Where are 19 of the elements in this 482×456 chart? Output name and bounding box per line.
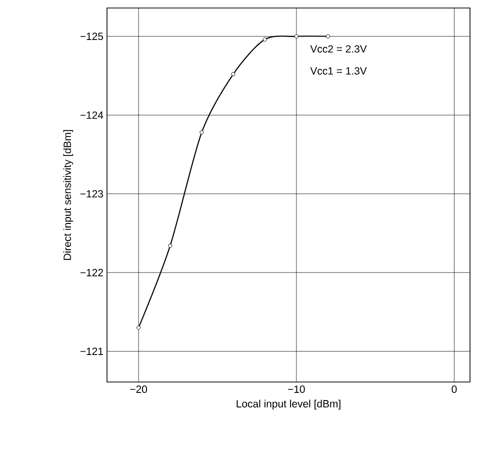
x-tick-label: 0 — [452, 386, 457, 393]
x-axis-title: Local input level [dBm] — [236, 400, 340, 410]
x-tick-label: −20 — [130, 386, 148, 393]
point — [294, 34, 298, 38]
y-tick-label: −121 — [80, 348, 103, 355]
y-tick-label: −124 — [80, 111, 104, 119]
point — [136, 326, 141, 330]
point — [200, 130, 204, 134]
y-tick-label: −125 — [80, 32, 104, 40]
annotation: Vcc1 = 1.3V — [310, 67, 367, 75]
y-tick-label: −123 — [80, 190, 104, 198]
x-tick-label: −10 — [288, 386, 305, 393]
point — [262, 37, 267, 42]
point — [326, 34, 330, 38]
point — [231, 72, 236, 76]
point — [168, 244, 172, 248]
y-axis-title: Direct input sensitivity [dBm] — [63, 130, 74, 260]
annotation: Vcc2 = 2.3V — [310, 45, 367, 53]
y-tick-label: −122 — [80, 268, 103, 276]
